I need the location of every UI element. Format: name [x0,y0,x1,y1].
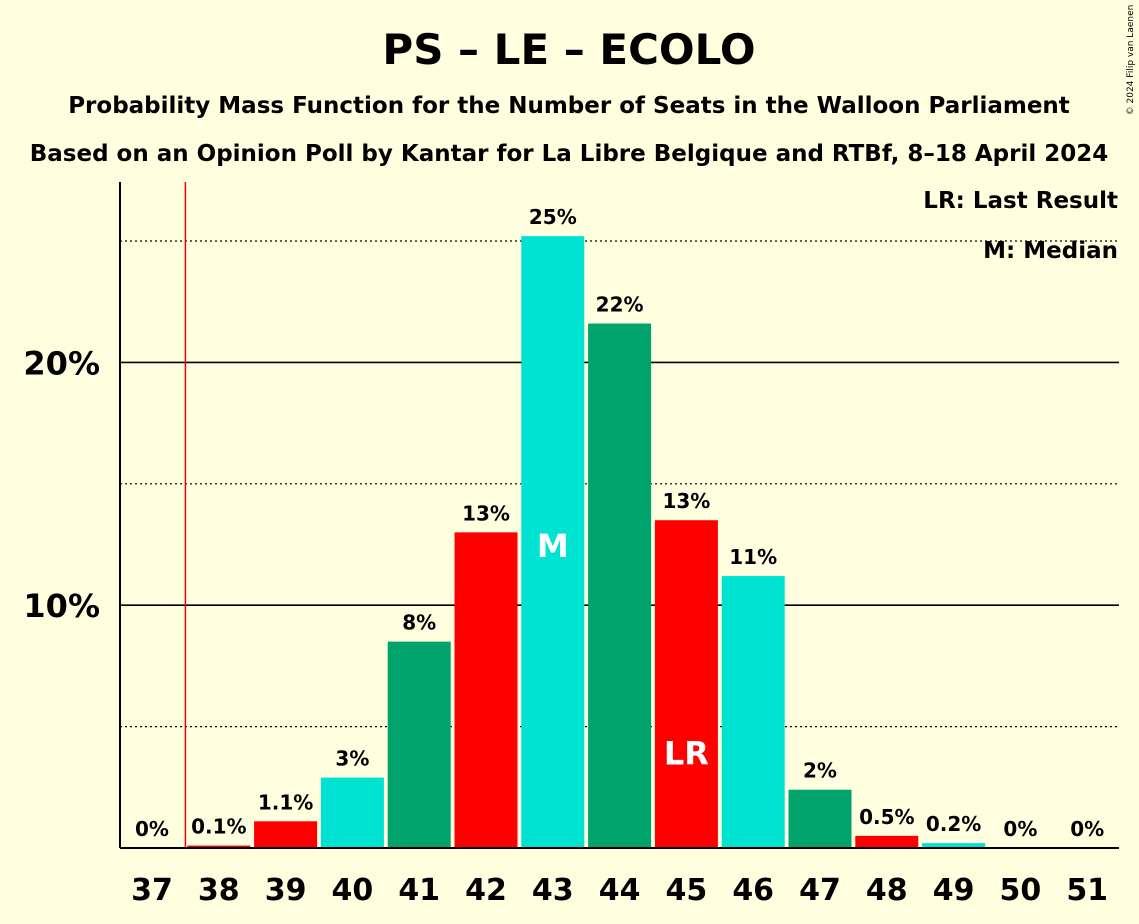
y-tick-label: 10% [23,587,100,625]
bar-seat-43 [521,236,585,849]
x-tick-label: 42 [465,873,507,908]
data-label-seat-50: 0% [1003,817,1037,841]
data-label-seat-49: 0.2% [926,812,981,836]
bar-seat-42 [454,532,518,848]
bar-seat-39 [254,821,318,848]
data-label-seat-38: 0.1% [191,815,246,839]
x-tick-label: 47 [799,873,841,908]
data-label-seat-48: 0.5% [859,805,914,829]
chart-subtitle-1: Probability Mass Function for the Number… [68,93,1070,119]
bar-seat-47 [788,789,852,848]
data-label-seat-43: 25% [529,205,577,229]
chart-subtitle-2: Based on an Opinion Poll by Kantar for L… [30,141,1108,167]
bar-seat-41 [387,641,451,848]
bar-seat-40 [320,777,384,848]
x-tick-label: 45 [666,873,708,908]
axes [119,182,1119,849]
data-label-seat-51: 0% [1070,817,1104,841]
data-label-seat-47: 2% [803,759,837,783]
bar-seat-45 [654,520,718,848]
bar-seat-49 [922,843,986,848]
data-label-seat-41: 8% [402,611,436,635]
data-label-seat-45: 13% [662,489,710,513]
last-result-marker: LR [664,735,709,773]
legend-median: M: Median [983,238,1118,264]
x-tick-label: 49 [933,873,975,908]
data-label-seat-40: 3% [335,747,369,771]
legend-last-result: LR: Last Result [923,188,1118,214]
x-tick-label: 40 [332,873,374,908]
data-label-seat-39: 1.1% [258,790,313,814]
x-tick-label: 48 [866,873,908,908]
bar-seat-38 [187,845,251,848]
x-tick-label: 43 [532,873,574,908]
bar-seat-44 [588,323,652,848]
x-tick-label: 37 [131,873,173,908]
bars [187,236,986,849]
x-tick-label: 41 [398,873,440,908]
x-tick-label: 39 [265,873,307,908]
x-tick-label: 50 [1000,873,1042,908]
chart-title: PS – LE – ECOLO [382,25,755,74]
data-labels: 0% 37 0.1% 38 1.1% 39 3% 40 8% 41 13% 42 25% 43 22% 44 1… [131,205,1108,908]
x-tick-label: 46 [732,873,774,908]
data-label-seat-46: 11% [729,545,777,569]
bar-seat-46 [721,576,785,848]
median-marker: M [537,527,569,565]
y-tick-label: 20% [23,344,100,382]
x-tick-label: 51 [1066,873,1108,908]
x-tick-label: 44 [599,873,641,908]
x-tick-label: 38 [198,873,240,908]
data-label-seat-37: 0% [135,817,169,841]
data-label-seat-44: 22% [596,293,644,317]
data-label-seat-42: 13% [462,501,510,525]
bar-seat-48 [855,835,919,848]
copyright-text: © 2024 Filip van Laenen [1126,5,1136,116]
